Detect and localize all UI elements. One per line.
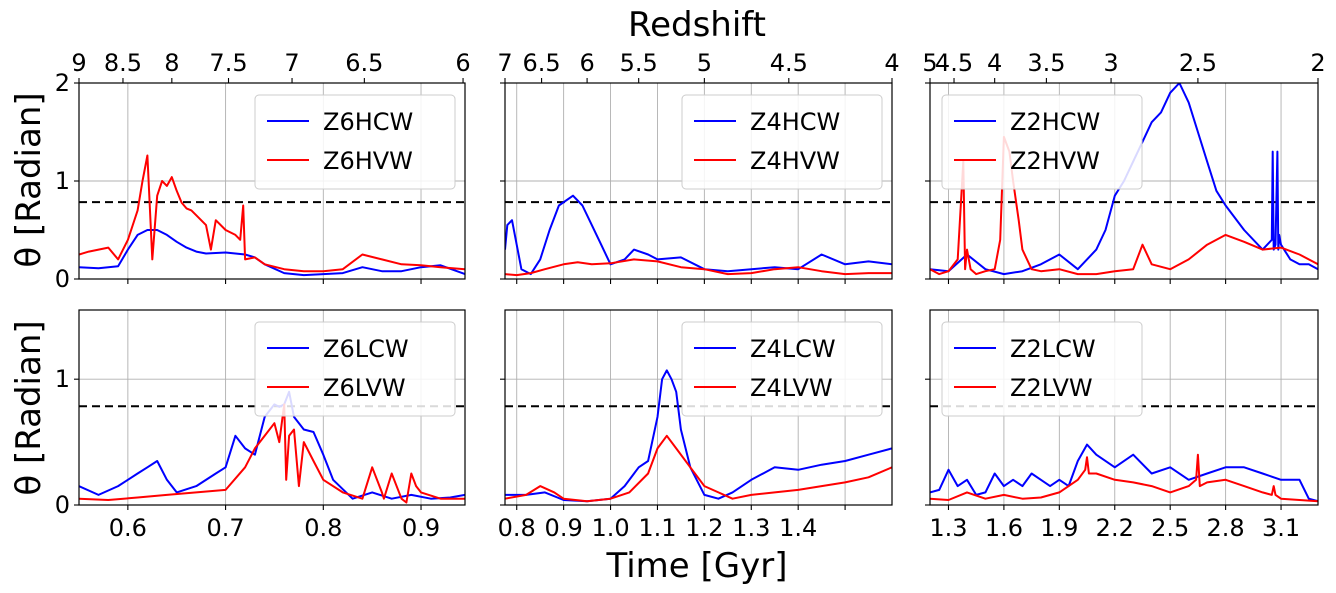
panel-r0-c0: 0 1 29 8.5 8 7.5 7 6.5 6 Z6HCW Z6HVW — [55, 49, 471, 293]
legend-frame — [941, 94, 1143, 190]
legend: Z6HCW Z6HVW — [254, 94, 456, 190]
redshift-tick-label: 8.5 — [104, 49, 142, 77]
redshift-tick-label: 4 — [884, 49, 899, 77]
labels-layer: Redshift Time [Gyr] θ [Radian] θ [Radian… — [9, 5, 788, 586]
redshift-tick-label: 9 — [71, 49, 86, 77]
x-tick-label: 0.9 — [402, 514, 440, 542]
redshift-tick-label: 8 — [164, 49, 179, 77]
legend-label-z6lcw: Z6LCW — [323, 335, 409, 363]
redshift-tick-label: 5.5 — [620, 49, 658, 77]
series-line-z4hvw — [505, 258, 892, 277]
series-group — [79, 154, 465, 277]
redshift-tick-label: 6 — [455, 49, 470, 77]
legend: Z6LCW Z6LVW — [254, 321, 456, 417]
legend: Z2LCW Z2LVW — [941, 321, 1143, 417]
series-group — [505, 369, 892, 503]
panel-r0-c1: 7 6.5 6 5.5 5 4.5 4 Z4HCW Z4HVW — [497, 49, 900, 284]
legend-label-z2lvw: Z2LVW — [1010, 374, 1093, 402]
legend-frame — [681, 94, 883, 190]
series-line-z2hvw — [930, 135, 1318, 276]
top-axis-label: Redshift — [628, 5, 766, 45]
x-tick-label: 0.6 — [109, 514, 147, 542]
redshift-tick-label: 7 — [284, 49, 299, 77]
x-tick-label: 2.8 — [1207, 514, 1245, 542]
legend-label-z2hvw: Z2HVW — [1010, 147, 1100, 175]
redshift-tick-label: 6.5 — [523, 49, 561, 77]
legend: Z4LCW Z4LVW — [681, 321, 883, 417]
x-tick-label: 1.4 — [779, 514, 817, 542]
redshift-tick-label: 4.5 — [935, 49, 973, 77]
redshift-tick-label: 7.5 — [209, 49, 247, 77]
series-line-z2lcw — [930, 443, 1318, 503]
y-tick-label: 1 — [55, 365, 70, 393]
x-tick-label: 0.9 — [545, 514, 583, 542]
x-tick-label: 0.7 — [206, 514, 244, 542]
bottom-axis-label: Time [Gyr] — [606, 546, 788, 586]
x-tick-label: 1.3 — [732, 514, 770, 542]
y-tick-label: 0 — [55, 491, 70, 519]
x-tick-label: 1.0 — [591, 514, 629, 542]
x-tick-label: 3.1 — [1262, 514, 1300, 542]
x-tick-label: 0.8 — [304, 514, 342, 542]
legend-label-z2lcw: Z2LCW — [1010, 335, 1096, 363]
x-tick-label: 2.2 — [1096, 514, 1134, 542]
x-tick-label: 1.9 — [1040, 514, 1078, 542]
redshift-tick-label: 2 — [1310, 49, 1325, 77]
panel-r1-c0: 0 1 0.6 0.7 0.8 0.9 Z6LCW Z6LVW — [55, 309, 466, 542]
series-group — [930, 443, 1318, 503]
series-line-z2lvw — [930, 453, 1318, 503]
y-axis-label-bottom: θ [Radian] — [9, 320, 49, 495]
redshift-tick-label: 5 — [697, 49, 712, 77]
legend-frame — [681, 321, 883, 417]
panel-frame — [504, 309, 893, 506]
legend-label-z2hcw: Z2HCW — [1010, 108, 1100, 136]
redshift-tick-label: 7 — [497, 49, 512, 77]
redshift-tick-label: 3 — [1103, 49, 1118, 77]
series-group — [505, 194, 892, 277]
x-tick-label: 1.2 — [685, 514, 723, 542]
legend-label-z4hvw: Z4HVW — [750, 147, 840, 175]
legend-label-z6lvw: Z6LVW — [323, 374, 406, 402]
x-tick-label: 0.8 — [498, 514, 536, 542]
series-line-z6lvw — [79, 403, 465, 504]
redshift-tick-label: 6.5 — [345, 49, 383, 77]
series-line-z4hcw — [505, 194, 892, 276]
redshift-tick-label: 4 — [987, 49, 1002, 77]
panel-frame — [929, 309, 1319, 506]
legend: Z2HCW Z2HVW — [941, 94, 1143, 190]
series-line-z6hvw — [79, 154, 465, 273]
legend-label-z6hcw: Z6HCW — [323, 108, 413, 136]
legend-label-z6hvw: Z6HVW — [323, 147, 413, 175]
panel-r1-c2: 1.3 1.6 1.9 2.2 2.5 2.8 3.1 Z2LCW Z2LVW — [925, 309, 1319, 542]
legend: Z4HCW Z4HVW — [681, 94, 883, 190]
legend-label-z4lcw: Z4LCW — [750, 335, 836, 363]
redshift-tick-label: 4.5 — [770, 49, 808, 77]
x-tick-label: 1.6 — [985, 514, 1023, 542]
y-tick-label: 0 — [55, 265, 70, 293]
x-tick-label: 2.5 — [1151, 514, 1189, 542]
y-tick-label: 1 — [55, 167, 70, 195]
series-line-z2hcw — [930, 83, 1318, 276]
panel-r1-c1: 0.8 0.9 1.0 1.1 1.2 1.3 1.4 Z4LCW Z4LVW — [498, 309, 893, 542]
redshift-tick-label: 2.5 — [1179, 49, 1217, 77]
panel-r0-c2: 54.5 4 3.5 3 2.5 2 Z2HCW Z2HVW — [922, 49, 1326, 284]
y-tick-label: 2 — [55, 69, 70, 97]
legend-frame — [941, 321, 1143, 417]
y-axis-label-top: θ [Radian] — [9, 92, 49, 267]
series-group — [930, 83, 1318, 276]
redshift-tick-label: 3.5 — [1027, 49, 1065, 77]
legend-label-z4lvw: Z4LVW — [750, 374, 833, 402]
legend-frame — [254, 321, 456, 417]
series-line-z4lvw — [505, 434, 892, 503]
x-tick-label: 1.1 — [638, 514, 676, 542]
redshift-tick-label: 6 — [579, 49, 594, 77]
redshift-tick-label: 5 — [922, 49, 937, 77]
legend-frame — [254, 94, 456, 190]
legend-label-z4hcw: Z4HCW — [750, 108, 840, 136]
x-tick-label: 1.3 — [929, 514, 967, 542]
series-line-z6hcw — [79, 229, 465, 277]
panel-frame — [78, 309, 466, 506]
